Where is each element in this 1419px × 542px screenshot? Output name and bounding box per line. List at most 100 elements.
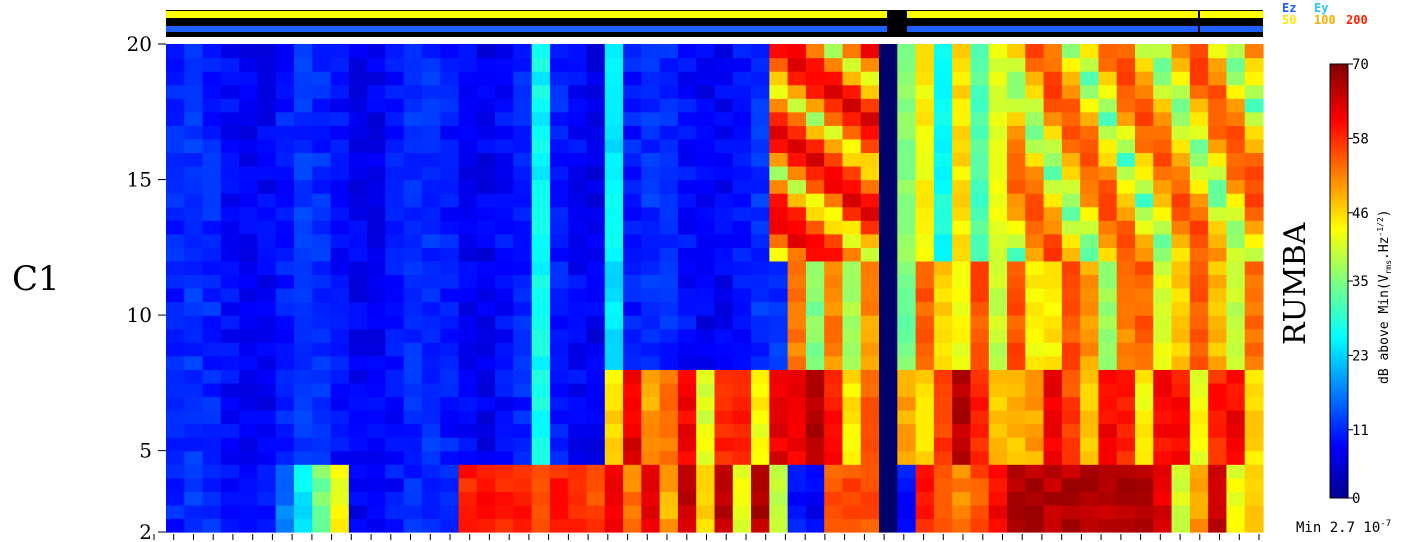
heatmap-cell xyxy=(385,504,405,520)
heatmap-cell xyxy=(275,423,295,438)
heatmap-cell xyxy=(1208,410,1228,425)
heatmap-cell xyxy=(805,410,825,425)
heatmap-cell xyxy=(184,382,204,398)
heatmap-cell xyxy=(1226,233,1246,248)
heatmap-cell xyxy=(440,125,460,140)
heatmap-cell xyxy=(184,260,204,276)
heatmap-cell xyxy=(458,369,478,384)
heatmap-cell xyxy=(1135,437,1154,452)
heatmap-cell xyxy=(623,166,642,181)
heatmap-cell xyxy=(714,247,734,262)
heatmap-cell xyxy=(659,464,679,479)
heatmap-cell xyxy=(805,477,825,492)
heatmap-cell xyxy=(330,44,350,59)
heatmap-cell xyxy=(1226,98,1246,113)
heatmap-cell xyxy=(952,220,972,235)
heatmap-cell xyxy=(915,193,935,208)
heatmap-cell xyxy=(458,260,478,276)
heatmap-cell xyxy=(787,410,807,425)
heatmap-cell xyxy=(696,179,716,194)
heatmap-cell xyxy=(202,166,222,181)
heatmap-cell xyxy=(385,71,405,86)
heatmap-cell xyxy=(677,84,697,99)
heatmap-cell xyxy=(952,57,972,72)
heatmap-cell xyxy=(988,193,1008,208)
heatmap-cell xyxy=(239,220,259,235)
heatmap-cell xyxy=(1208,396,1228,411)
heatmap-cell xyxy=(586,247,606,262)
heatmap-cell xyxy=(1043,247,1063,262)
heatmap-cell xyxy=(330,98,350,113)
heatmap-cell xyxy=(531,355,551,370)
heatmap-cell xyxy=(220,315,240,330)
heatmap-cell xyxy=(677,247,697,262)
heatmap-cell xyxy=(367,193,386,208)
heatmap-cell xyxy=(1189,220,1209,235)
heatmap-cell xyxy=(897,382,917,398)
heatmap-cell xyxy=(421,342,441,357)
heatmap-cell xyxy=(513,491,533,506)
heatmap-cell xyxy=(1043,57,1063,72)
heatmap-cell xyxy=(476,491,496,506)
heatmap-cell xyxy=(933,274,953,289)
heatmap-cell xyxy=(1189,504,1209,520)
heatmap-cell xyxy=(988,423,1008,438)
heatmap-cell xyxy=(897,410,917,425)
heatmap-cell xyxy=(385,111,405,126)
heatmap-cell xyxy=(879,71,898,86)
heatmap-cell xyxy=(1171,518,1191,533)
heatmap-cell xyxy=(1226,477,1246,492)
heatmap-cell xyxy=(933,464,953,479)
heatmap-cell xyxy=(367,477,386,492)
heatmap-cell xyxy=(568,57,588,72)
heatmap-cell xyxy=(421,260,441,276)
heatmap-cell xyxy=(166,111,185,126)
heatmap-cell xyxy=(458,477,478,492)
heatmap-cell xyxy=(1007,518,1026,533)
heatmap-cell xyxy=(531,518,551,533)
heatmap-cell xyxy=(933,138,953,154)
heatmap-cell xyxy=(1135,369,1154,384)
heatmap-cell xyxy=(952,464,972,479)
heatmap-cell xyxy=(879,450,898,465)
heatmap-cell xyxy=(696,233,716,248)
heatmap-cell xyxy=(1043,477,1063,492)
heatmap-cell xyxy=(1098,410,1118,425)
heatmap-cell xyxy=(293,274,313,289)
heatmap-cell xyxy=(586,179,606,194)
heatmap-cell xyxy=(659,369,679,384)
heatmap-cell xyxy=(312,98,332,113)
heatmap-cell xyxy=(549,342,569,357)
heatmap-cell xyxy=(1135,57,1154,72)
heatmap-cell xyxy=(257,179,277,194)
heatmap-cell xyxy=(330,342,350,357)
heatmap-cell xyxy=(202,84,222,99)
heatmap-cell xyxy=(293,423,313,438)
legend-ey: Ey xyxy=(1314,1,1328,15)
heatmap-cell xyxy=(769,152,789,167)
heatmap-cell xyxy=(1135,84,1154,99)
heatmap-cell xyxy=(220,491,240,506)
heatmap-cell xyxy=(1080,518,1100,533)
heatmap-cell xyxy=(1208,504,1228,520)
colorbar-tick-label: 0 xyxy=(1352,491,1360,507)
heatmap-cell xyxy=(915,410,935,425)
heatmap-cell xyxy=(659,179,679,194)
heatmap-cell xyxy=(970,220,990,235)
heatmap-cell xyxy=(440,71,460,86)
heatmap-cell xyxy=(696,98,716,113)
heatmap-cell xyxy=(879,464,898,479)
heatmap-cell xyxy=(1153,315,1173,330)
heatmap-cell xyxy=(184,125,204,140)
heatmap-cell xyxy=(860,206,880,221)
heatmap-cell xyxy=(275,233,295,248)
heatmap-cell xyxy=(824,396,844,411)
heatmap-cell xyxy=(257,260,277,276)
heatmap-cell xyxy=(275,301,295,316)
heatmap-cell xyxy=(604,206,624,221)
heatmap-cell xyxy=(1153,518,1173,533)
heatmap-cell xyxy=(513,464,533,479)
heatmap-cell xyxy=(1116,166,1136,181)
